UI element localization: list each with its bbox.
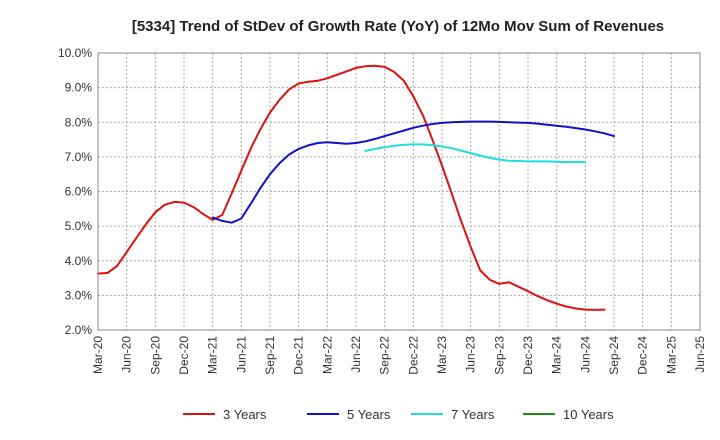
x-tick-label: Jun-22 [349,336,363,373]
x-tick-label: Dec-24 [636,336,650,375]
series-line-5-years [211,120,615,224]
x-tick-label: Sep-23 [492,336,506,375]
chart-title: [5334] Trend of StDev of Growth Rate (Yo… [132,18,664,35]
series-line-3-years [97,64,606,311]
y-tick-label: 8.0% [65,115,93,129]
x-tick-label: Mar-23 [435,336,449,374]
x-tick-label: Mar-21 [206,336,220,374]
legend-label: 7 Years [451,407,495,422]
x-tick-label: Mar-25 [664,336,678,374]
legend-label: 10 Years [563,407,614,422]
gridlines [98,53,700,330]
x-tick-label: Mar-20 [91,336,105,374]
y-tick-label: 6.0% [65,185,93,199]
y-tick-label: 3.0% [65,288,93,302]
y-tick-label: 5.0% [65,219,93,233]
x-tick-label: Jun-21 [234,336,248,373]
y-tick-label: 9.0% [65,81,93,95]
y-axis-ticks: 2.0% 3.0% 4.0% 5.0% 6.0% 7.0% 8.0% 9.0% 10.0% [58,46,92,337]
x-tick-label: Dec-20 [177,336,191,375]
x-tick-label: Sep-22 [378,336,392,375]
series-line-7-years [364,143,587,164]
x-axis-ticks: Mar-20 Jun-20 Sep-20 Dec-20 Mar-21 Jun-21 Sep-… [91,336,707,375]
legend-label: 5 Years [347,407,391,422]
y-tick-label: 2.0% [65,323,93,337]
y-tick-label: 7.0% [65,150,93,164]
legend: 3 Years 5 Years 7 Years 10 Years [183,407,614,422]
x-tick-label: Jun-25 [693,336,707,373]
x-tick-label: Mar-24 [550,336,564,374]
x-tick-label: Jun-24 [578,336,592,373]
x-tick-label: Sep-24 [607,336,621,375]
x-tick-label: Sep-21 [263,336,277,375]
x-tick-label: Dec-22 [406,336,420,375]
x-tick-label: Mar-22 [320,336,334,374]
x-tick-label: Jun-20 [120,336,134,373]
x-tick-label: Dec-21 [292,336,306,375]
y-tick-label: 4.0% [65,254,93,268]
x-tick-label: Jun-23 [464,336,478,373]
plot-frame [97,52,701,331]
series-lines [97,64,615,311]
y-tick-label: 10.0% [58,46,92,60]
x-tick-label: Sep-20 [148,336,162,375]
legend-label: 3 Years [223,407,267,422]
x-tick-label: Dec-23 [521,336,535,375]
